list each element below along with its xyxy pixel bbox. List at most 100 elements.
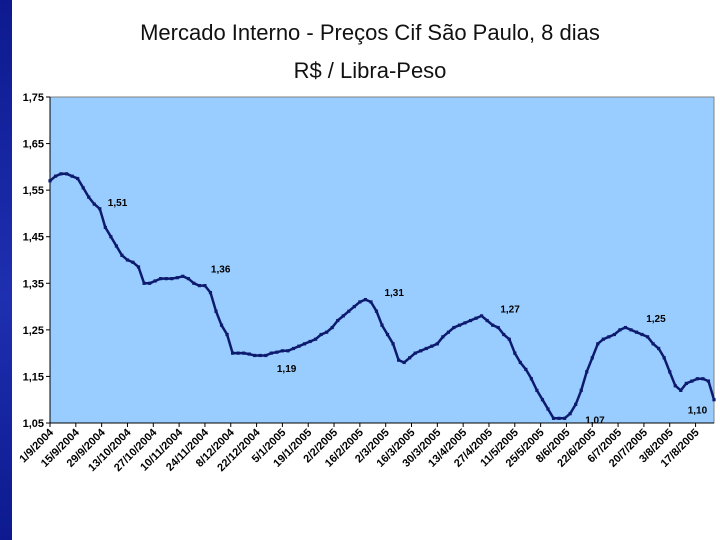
data-point bbox=[159, 277, 163, 281]
data-point bbox=[574, 402, 578, 406]
data-point bbox=[219, 323, 224, 327]
data-point bbox=[275, 350, 279, 354]
data-point bbox=[247, 352, 251, 356]
data-point bbox=[358, 300, 362, 304]
data-point bbox=[264, 353, 268, 358]
data-point bbox=[59, 172, 63, 176]
data-point bbox=[65, 172, 69, 176]
data-point bbox=[413, 351, 417, 355]
data-point bbox=[231, 351, 235, 355]
data-point bbox=[402, 360, 406, 365]
chart-subtitle: R$ / Libra-Peso bbox=[294, 58, 447, 83]
data-point bbox=[706, 379, 711, 383]
data-point bbox=[424, 346, 428, 351]
data-point bbox=[103, 225, 107, 229]
data-label: 1,51 bbox=[108, 198, 128, 209]
data-point bbox=[125, 258, 130, 262]
data-point bbox=[485, 318, 489, 323]
data-label: 1,31 bbox=[384, 288, 404, 299]
data-point bbox=[369, 300, 373, 304]
data-point bbox=[325, 330, 329, 334]
data-point bbox=[114, 244, 118, 248]
data-point bbox=[92, 202, 96, 206]
data-point bbox=[524, 367, 528, 372]
data-point bbox=[518, 360, 522, 365]
data-point bbox=[242, 351, 246, 355]
data-point bbox=[546, 407, 550, 411]
data-point bbox=[76, 176, 80, 181]
data-point bbox=[468, 318, 473, 323]
data-point bbox=[336, 318, 340, 323]
data-point bbox=[269, 351, 273, 355]
data-label-layer: 1,51 1,36 1,19 1,31 1,27 1,07 1,25 1,10 bbox=[108, 198, 708, 427]
chart-frame: Mercado Interno - Preços Cif São Paulo, … bbox=[12, 0, 720, 540]
data-point bbox=[480, 314, 484, 318]
data-point bbox=[131, 260, 135, 264]
data-point bbox=[236, 351, 240, 355]
data-point bbox=[618, 328, 622, 332]
data-point bbox=[623, 325, 628, 330]
data-point bbox=[363, 297, 367, 302]
y-axis: 1,75 1,65 1,55 1,45 1,35 1,25 1,15 1,05 bbox=[23, 92, 51, 430]
data-point bbox=[585, 370, 589, 374]
data-point bbox=[98, 207, 102, 211]
data-point bbox=[341, 314, 345, 318]
data-point bbox=[81, 186, 85, 190]
data-point bbox=[192, 281, 196, 285]
data-point bbox=[136, 265, 141, 269]
y-tick-label: 1,45 bbox=[23, 232, 44, 244]
data-point bbox=[441, 335, 445, 339]
y-tick-label: 1,65 bbox=[23, 139, 44, 151]
data-point bbox=[181, 274, 185, 278]
data-label: 1,07 bbox=[585, 416, 605, 427]
data-point bbox=[435, 342, 439, 346]
data-point bbox=[352, 304, 356, 309]
data-point bbox=[529, 377, 533, 381]
data-point bbox=[535, 388, 539, 392]
data-point bbox=[601, 337, 605, 341]
data-point bbox=[557, 416, 561, 420]
data-point bbox=[314, 337, 318, 341]
data-label: 1,36 bbox=[211, 265, 231, 276]
chart-title: Mercado Interno - Preços Cif São Paulo, … bbox=[140, 20, 600, 45]
data-point bbox=[662, 356, 666, 360]
data-point bbox=[175, 276, 179, 280]
y-tick-label: 1,35 bbox=[23, 278, 44, 290]
data-point bbox=[579, 388, 583, 392]
data-point bbox=[701, 377, 705, 381]
data-point bbox=[463, 321, 467, 325]
line-chart: Mercado Interno - Preços Cif São Paulo, … bbox=[17, 20, 716, 474]
data-point bbox=[48, 179, 52, 183]
data-point bbox=[203, 284, 207, 288]
data-point bbox=[607, 335, 611, 339]
data-label: 1,10 bbox=[688, 406, 708, 417]
data-point bbox=[695, 377, 699, 381]
data-point bbox=[568, 412, 572, 416]
data-point bbox=[330, 325, 334, 330]
data-point bbox=[53, 174, 58, 178]
data-label: 1,19 bbox=[277, 364, 297, 375]
data-point bbox=[540, 398, 545, 402]
data-point bbox=[496, 325, 500, 330]
y-tick-label: 1,75 bbox=[23, 92, 44, 104]
data-point bbox=[668, 370, 672, 374]
data-label: 1,25 bbox=[646, 314, 666, 325]
data-point bbox=[120, 253, 124, 257]
data-point bbox=[208, 291, 213, 295]
data-point bbox=[419, 349, 423, 353]
data-point bbox=[551, 416, 556, 420]
data-point bbox=[291, 346, 296, 351]
data-point bbox=[629, 328, 633, 332]
data-point bbox=[280, 349, 284, 353]
data-point bbox=[148, 281, 152, 285]
data-point bbox=[640, 332, 644, 337]
data-point bbox=[109, 235, 113, 239]
data-point bbox=[596, 342, 600, 346]
series-layer bbox=[48, 172, 716, 420]
data-point bbox=[646, 335, 650, 339]
data-point bbox=[308, 339, 312, 344]
data-point bbox=[374, 309, 379, 313]
data-point bbox=[563, 416, 567, 420]
data-label: 1,27 bbox=[500, 305, 520, 316]
